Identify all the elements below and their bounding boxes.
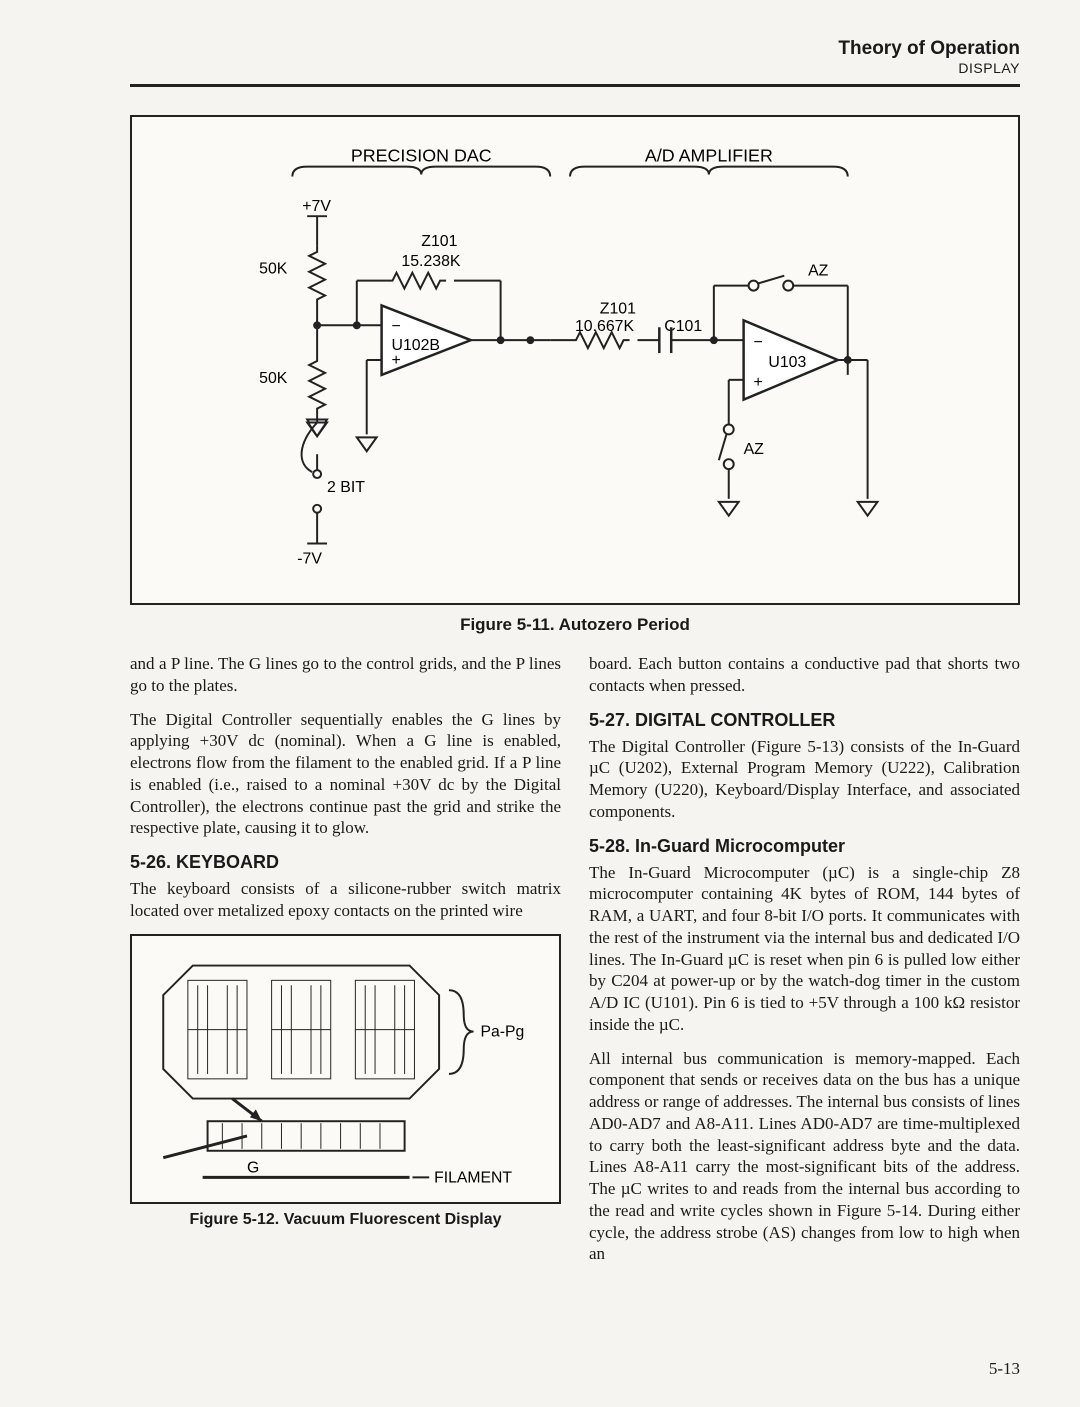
ad-amplifier-label: A/D AMPLIFIER xyxy=(645,146,773,166)
sec-5-26: 5-26. KEYBOARD xyxy=(130,851,561,874)
page-header: Theory of Operation DISPLAY xyxy=(130,38,1020,76)
para-p3: The keyboard consists of a silicone-rubb… xyxy=(130,878,561,922)
sec-5-28: 5-28. In-Guard Microcomputer xyxy=(589,835,1020,858)
az-bot-label: AZ xyxy=(744,441,765,458)
svg-text:+: + xyxy=(754,374,763,391)
two-bit-label: 2 BIT xyxy=(327,479,365,496)
para-p1: and a P line. The G lines go to the cont… xyxy=(130,653,561,697)
z101b-val: 10.667K xyxy=(575,318,635,335)
autozero-schematic: PRECISION DAC A/D AMPLIFIER +7V 50K 50K … xyxy=(132,117,1018,603)
u102b-label: U102B xyxy=(392,337,441,354)
plus-sign: + xyxy=(392,352,401,369)
az-top-label: AZ xyxy=(808,263,829,280)
pa-pg-label: Pa-Pg xyxy=(480,1023,524,1040)
sec-5-27: 5-27. DIGITAL CONTROLLER xyxy=(589,709,1020,732)
figure-5-11-caption: Figure 5-11. Autozero Period xyxy=(130,615,1020,635)
header-sub: DISPLAY xyxy=(130,60,1020,76)
plus7v-label: +7V xyxy=(302,198,331,215)
para-p5: The Digital Controller (Figure 5-13) con… xyxy=(589,736,1020,823)
para-p4: board. Each button contains a conductive… xyxy=(589,653,1020,697)
figure-5-12-caption: Figure 5-12. Vacuum Fluorescent Display xyxy=(130,1210,561,1230)
z101b-label: Z101 xyxy=(600,300,636,317)
z101a-label: Z101 xyxy=(421,233,457,250)
precision-dac-label: PRECISION DAC xyxy=(351,146,492,166)
z101a-val: 15.238K xyxy=(401,253,461,270)
svg-text:−: − xyxy=(754,334,763,351)
r50k-bot-label: 50K xyxy=(259,370,288,387)
body-columns: and a P line. The G lines go to the cont… xyxy=(130,653,1020,1277)
header-title: Theory of Operation xyxy=(130,38,1020,60)
para-p2: The Digital Controller sequentially enab… xyxy=(130,709,561,840)
figure-5-12-box: Pa-Pg G FILAMENT xyxy=(130,934,561,1204)
page-number: 5-13 xyxy=(989,1359,1020,1379)
vfd-diagram: Pa-Pg G FILAMENT xyxy=(132,936,559,1202)
minus-sign: − xyxy=(392,318,401,335)
right-column: board. Each button contains a conductive… xyxy=(589,653,1020,1277)
figure-5-11-box: PRECISION DAC A/D AMPLIFIER +7V 50K 50K … xyxy=(130,115,1020,605)
minus7v-label: -7V xyxy=(297,550,322,567)
g-label: G xyxy=(247,1159,259,1176)
left-column: and a P line. The G lines go to the cont… xyxy=(130,653,561,1277)
para-p6: The In-Guard Microcomputer (µC) is a sin… xyxy=(589,862,1020,1036)
para-p7: All internal bus communication is memory… xyxy=(589,1048,1020,1266)
u103-label: U103 xyxy=(768,354,806,371)
header-rule xyxy=(130,84,1020,87)
r50k-top-label: 50K xyxy=(259,261,288,278)
filament-label: FILAMENT xyxy=(434,1169,512,1186)
